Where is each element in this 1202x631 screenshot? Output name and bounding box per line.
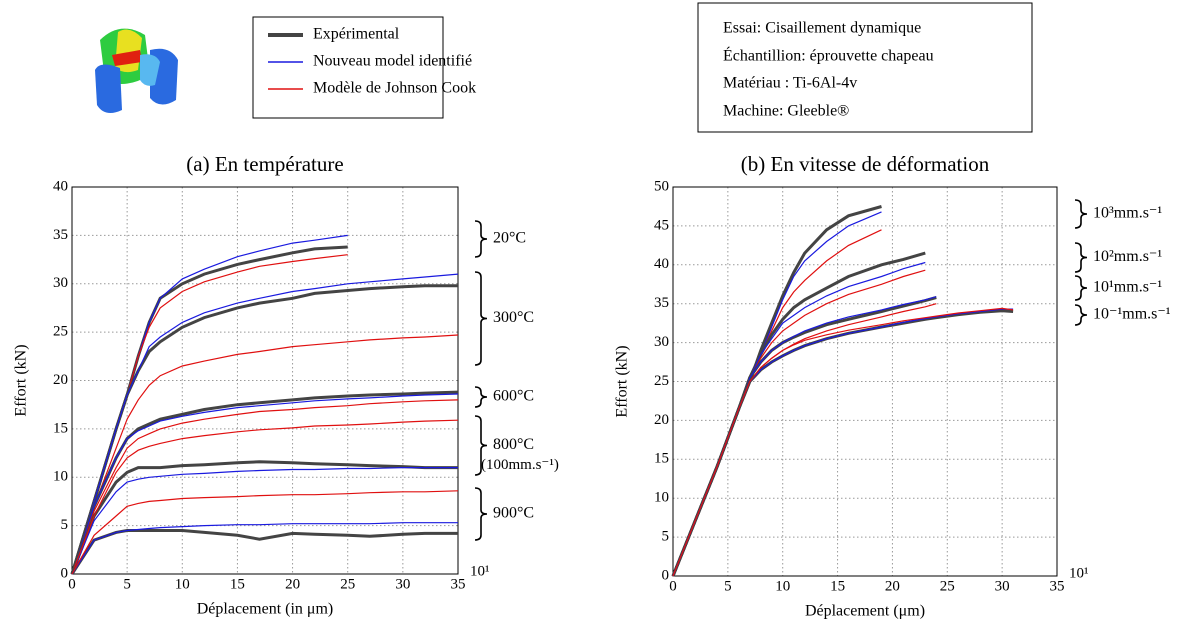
y-tick-label: 5 — [61, 517, 69, 533]
group-label: 300°C — [493, 309, 534, 326]
y-tick-label: 10 — [654, 490, 669, 506]
x-tick-label: 30 — [395, 576, 410, 592]
group-label: 10³mm.s⁻¹ — [1093, 205, 1162, 222]
y-tick-label: 20 — [53, 372, 68, 388]
series-line — [71, 334, 459, 575]
y-tick-label: 15 — [654, 451, 669, 467]
bracket — [474, 220, 488, 258]
y-tick-label: 45 — [654, 217, 669, 233]
series-line — [71, 490, 459, 575]
annotation: 10¹ — [1069, 565, 1089, 581]
plot-frame — [71, 186, 459, 575]
x-axis-label: Déplacement (μm) — [805, 603, 925, 620]
y-tick-label: 10 — [53, 469, 68, 485]
image-part — [140, 54, 160, 86]
bracket — [1074, 275, 1088, 301]
info-line: Essai: Cisaillement dynamique — [723, 20, 921, 37]
image-part — [112, 50, 142, 66]
bracket — [474, 487, 488, 541]
plot-frame — [672, 186, 1058, 577]
y-tick-label: 15 — [53, 420, 68, 436]
series-line — [71, 399, 459, 575]
series-line — [672, 269, 926, 577]
chart-title: (a) En température — [186, 152, 343, 176]
x-tick-label: 0 — [68, 576, 76, 592]
x-tick-label: 25 — [940, 578, 955, 594]
bracket — [1074, 242, 1088, 273]
y-tick-label: 40 — [53, 178, 68, 194]
bracket — [1074, 304, 1088, 326]
y-tick-label: 30 — [654, 334, 669, 350]
x-tick-label: 5 — [724, 578, 732, 594]
x-tick-label: 20 — [285, 576, 300, 592]
y-tick-label: 5 — [662, 529, 670, 545]
bracket — [1074, 199, 1088, 229]
legend-label: Modèle de Johnson Cook — [313, 80, 476, 97]
bracket — [474, 271, 488, 366]
series-line — [71, 419, 459, 575]
image-part — [95, 64, 122, 114]
series-line — [71, 273, 459, 575]
x-tick-label: 25 — [340, 576, 355, 592]
annotation: 10¹ — [470, 563, 490, 579]
y-tick-label: 35 — [654, 295, 669, 311]
series-line — [672, 229, 882, 577]
series-line — [671, 205, 882, 577]
x-tick-label: 20 — [885, 578, 900, 594]
group-note: (100mm.s⁻¹) — [481, 457, 559, 473]
legend-label: Expérimental — [313, 26, 400, 43]
info-line: Machine: Gleeble® — [723, 103, 849, 120]
group-label: 20°C — [493, 230, 526, 247]
series-line — [672, 308, 1014, 577]
y-tick-label: 20 — [654, 412, 669, 428]
group-label: 600°C — [493, 388, 534, 405]
series-line — [71, 467, 458, 575]
y-tick-label: 35 — [53, 227, 68, 243]
x-tick-label: 0 — [669, 578, 677, 594]
group-label: 10¹mm.s⁻¹ — [1093, 279, 1162, 296]
x-tick-label: 15 — [830, 578, 845, 594]
series-line — [70, 460, 458, 575]
x-tick-label: 10 — [175, 576, 190, 592]
series-line — [672, 211, 882, 577]
series-line — [671, 251, 926, 577]
info-box — [697, 2, 1033, 133]
info-line: Échantillion: éprouvette chapeau — [723, 46, 934, 65]
series-line — [671, 309, 1014, 577]
group-label: 800°C — [493, 436, 534, 453]
y-tick-label: 0 — [662, 567, 670, 583]
x-tick-label: 10 — [775, 578, 790, 594]
x-axis-label: Déplacement (in μm) — [197, 601, 334, 618]
y-axis-label: Effort (kN) — [13, 344, 30, 416]
info-line: Matériau : Ti-6Al-4v — [723, 75, 857, 92]
x-tick-label: 5 — [123, 576, 131, 592]
x-tick-label: 15 — [230, 576, 245, 592]
y-tick-label: 50 — [654, 178, 669, 194]
group-label: 10²mm.s⁻¹ — [1093, 248, 1162, 265]
x-tick-label: 35 — [1050, 578, 1065, 594]
simulation-image — [95, 28, 178, 114]
series-line — [71, 393, 459, 575]
series-line — [672, 307, 1014, 577]
y-tick-label: 25 — [654, 373, 669, 389]
legend-label: Nouveau model identifié — [313, 53, 472, 70]
y-axis-label: Effort (kN) — [614, 345, 631, 417]
bracket — [474, 415, 488, 476]
y-tick-label: 30 — [53, 275, 68, 291]
chart-title: (b) En vitesse de déformation — [741, 152, 990, 176]
series-line — [70, 529, 458, 575]
series-line — [71, 522, 458, 575]
x-tick-label: 30 — [995, 578, 1010, 594]
x-tick-label: 35 — [451, 576, 466, 592]
series-line — [70, 390, 459, 575]
bracket — [474, 386, 488, 408]
group-label: 10⁻¹mm.s⁻¹ — [1093, 306, 1171, 323]
group-label: 900°C — [493, 505, 534, 522]
y-tick-label: 25 — [53, 324, 68, 340]
y-tick-label: 40 — [654, 256, 669, 272]
y-tick-label: 0 — [61, 565, 69, 581]
